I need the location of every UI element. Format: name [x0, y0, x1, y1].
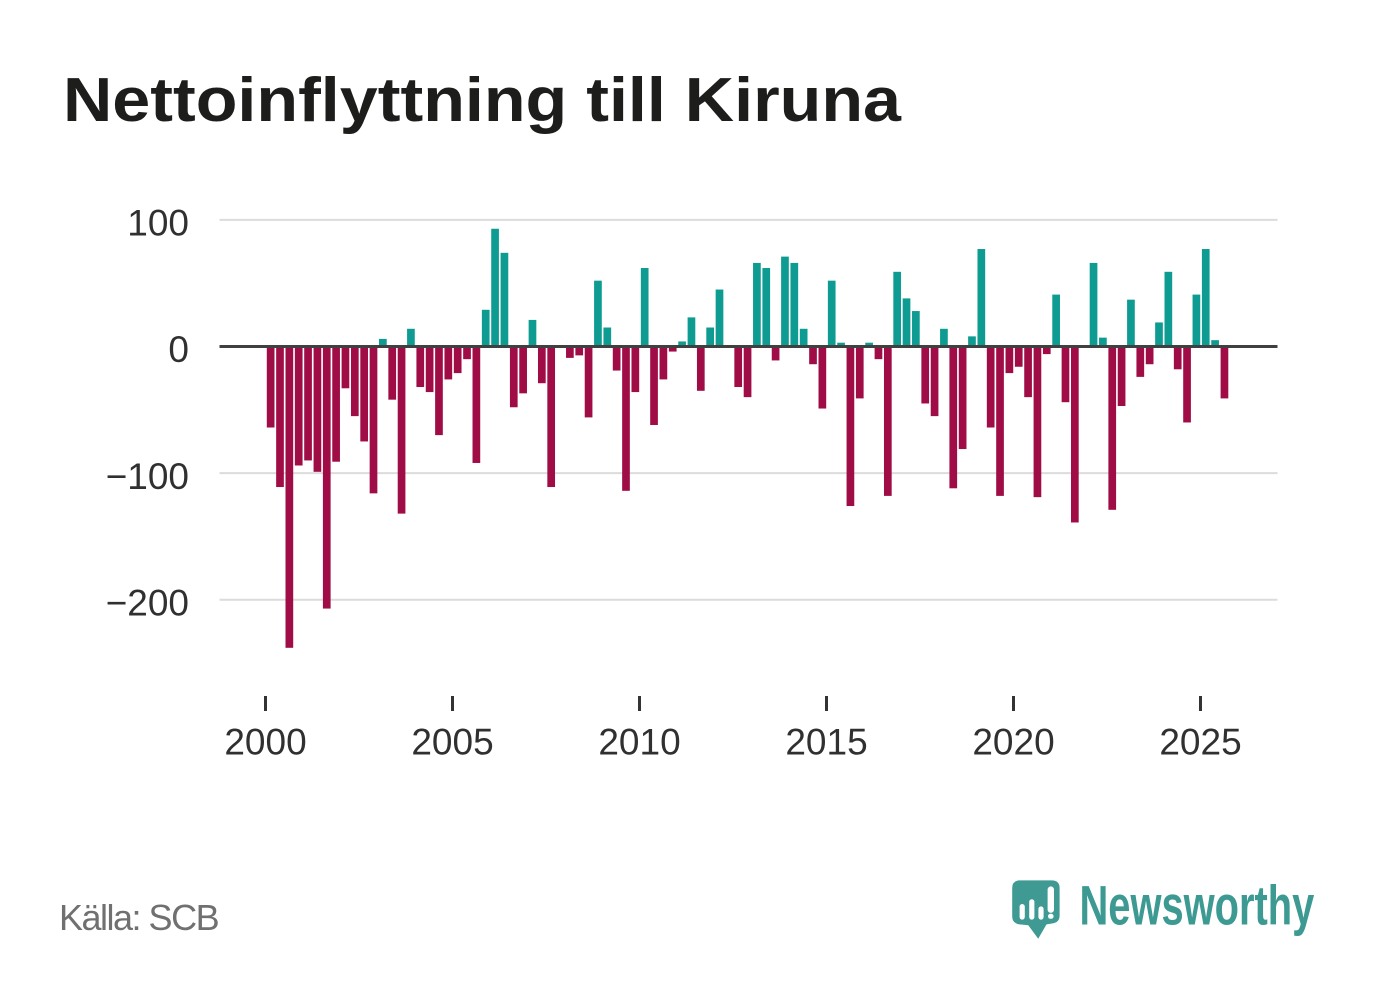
svg-text:2025: 2025 — [1159, 722, 1241, 763]
svg-text:2015: 2015 — [785, 722, 867, 763]
svg-text:100: 100 — [127, 203, 189, 244]
svg-text:Nettoinflyttning till Kiruna: Nettoinflyttning till Kiruna — [63, 66, 902, 135]
svg-text:−100: −100 — [106, 456, 189, 497]
svg-text:0: 0 — [168, 329, 189, 370]
svg-text:2005: 2005 — [411, 722, 493, 763]
svg-text:2010: 2010 — [598, 722, 680, 763]
svg-text:Newsworthy: Newsworthy — [1080, 875, 1315, 937]
svg-text:2000: 2000 — [224, 722, 306, 763]
svg-text:−200: −200 — [106, 583, 189, 624]
svg-text:2020: 2020 — [972, 722, 1054, 763]
svg-text:Källa: SCB: Källa: SCB — [59, 897, 219, 938]
